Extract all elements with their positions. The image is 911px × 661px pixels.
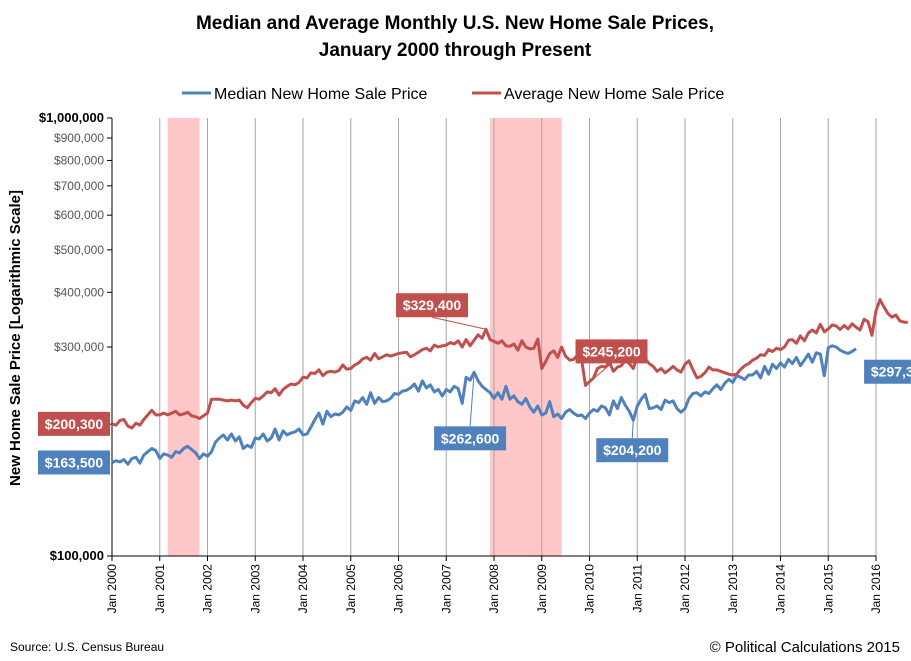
- callout-leader: [631, 420, 634, 439]
- x-tick-label: Jan 2001: [153, 564, 167, 614]
- callout-box: [396, 293, 469, 318]
- legend-label-median: Median New Home Sale Price: [214, 86, 428, 103]
- callout-box: [38, 450, 110, 475]
- x-tick-label: Jan 2002: [201, 564, 215, 614]
- y-tick-label: $400,000: [54, 285, 104, 299]
- callout-label: $329,400: [403, 297, 462, 313]
- y-tick-label: $100,000: [50, 548, 104, 563]
- recession-band-1: [490, 118, 562, 556]
- callout-box: [575, 339, 648, 364]
- y-tick-label: $600,000: [54, 208, 104, 222]
- y-tick-label: $1,000,000: [39, 110, 104, 125]
- x-tick-label: Jan 2008: [487, 564, 501, 614]
- y-axis-ticks: $100,000$200,000$300,000$400,000$500,000…: [39, 110, 112, 563]
- x-tick-label: Jan 2012: [678, 564, 692, 614]
- callout-label: $262,600: [441, 430, 500, 446]
- chart-title-line-1: Median and Average Monthly U.S. New Home…: [196, 13, 714, 34]
- x-tick-label: Jan 2013: [726, 564, 740, 614]
- callout-box: [864, 359, 911, 384]
- credit-note: © Political Calculations 2015: [710, 639, 900, 656]
- callout-label: $245,200: [582, 343, 641, 359]
- x-tick-label: Jan 2007: [439, 564, 453, 614]
- x-tick-label: Jan 2000: [105, 564, 119, 614]
- x-tick-label: Jan 2005: [344, 564, 358, 614]
- callout-box: [596, 438, 669, 463]
- callout-label: $200,300: [45, 416, 104, 432]
- callout-box: [434, 426, 507, 451]
- x-axis-ticks: Jan 2000 Jan 2001 Jan 2002 Jan 2003 Jan 2004…: [105, 556, 883, 613]
- x-tick-label: Jan 2010: [583, 564, 597, 614]
- callout-leader: [469, 372, 475, 427]
- callout-leader: [585, 363, 612, 386]
- x-tick-label: Jan 2015: [821, 564, 835, 614]
- source-note: Source: U.S. Census Bureau: [10, 640, 164, 654]
- y-axis-label: New Home Sale Price [Logarithmic Scale]: [7, 190, 24, 486]
- median-price-line: [111, 344, 857, 466]
- x-tick-label: Jan 2009: [535, 564, 549, 614]
- y-tick-label: $500,000: [54, 243, 104, 257]
- recession-band-0: [167, 118, 200, 556]
- x-tick-label: Jan 2003: [248, 564, 262, 614]
- callout-label: $297,300: [871, 364, 911, 380]
- y-tick-label: $800,000: [54, 153, 104, 167]
- gridlines: [111, 118, 877, 556]
- legend: Median New Home Sale Price Average New H…: [182, 86, 724, 103]
- x-tick-label: Jan 2016: [869, 564, 883, 614]
- average-price-line: [111, 298, 908, 430]
- recession-bands: [167, 118, 562, 556]
- y-tick-label: $700,000: [54, 179, 104, 193]
- value-callouts: $163,500 $200,300 $329,400 $245,200 $262,600…: [38, 293, 911, 475]
- callout-leader: [431, 316, 487, 330]
- y-tick-label: $900,000: [54, 131, 104, 145]
- y-tick-label: $300,000: [54, 340, 104, 354]
- callout-label: $163,500: [45, 454, 104, 470]
- x-tick-label: Jan 2014: [774, 564, 788, 614]
- series-lines: [111, 298, 908, 466]
- x-tick-label: Jan 2006: [392, 564, 406, 614]
- chart-title-line-2: January 2000 through Present: [319, 40, 592, 61]
- callout-label: $204,200: [603, 442, 662, 458]
- callout-box: [38, 411, 110, 436]
- x-tick-label: Jan 2011: [630, 564, 644, 613]
- legend-label-average: Average New Home Sale Price: [504, 86, 724, 103]
- x-tick-label: Jan 2004: [296, 564, 310, 614]
